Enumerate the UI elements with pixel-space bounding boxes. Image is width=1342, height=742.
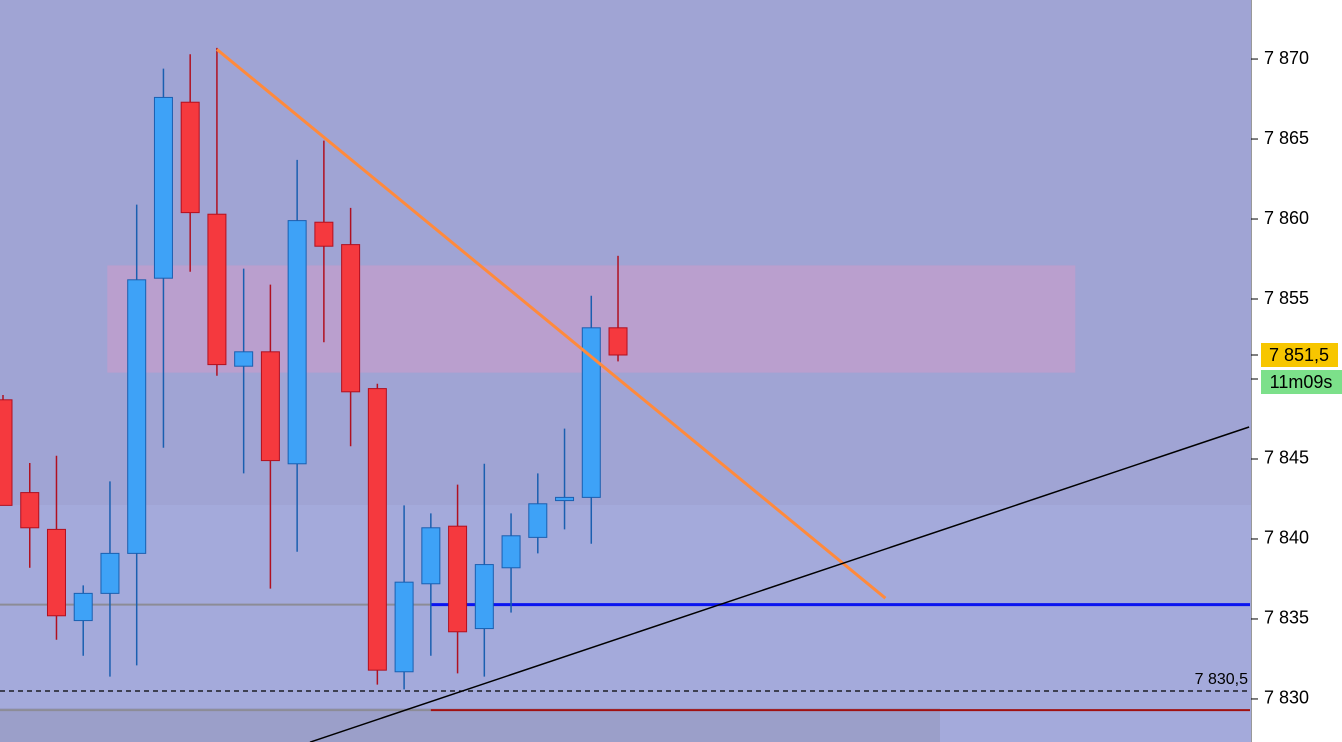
- candle-body: [127, 279, 147, 554]
- level-label: 7 830,5: [1195, 671, 1248, 688]
- timer-box: [1261, 370, 1342, 395]
- candle-body: [394, 581, 414, 673]
- candle-body: [234, 351, 254, 367]
- candle-body: [0, 399, 13, 506]
- candle-body: [555, 496, 575, 502]
- candle-body: [180, 101, 200, 214]
- candle-body: [73, 592, 93, 622]
- candle-body: [46, 528, 66, 617]
- candle-body: [448, 525, 468, 633]
- last-price-box: [1261, 343, 1338, 368]
- y-tick-label: 7 835: [1264, 608, 1309, 628]
- y-tick-label: 7 865: [1264, 128, 1309, 148]
- candle-body: [501, 535, 521, 569]
- candle-body: [287, 220, 307, 465]
- candle-body: [421, 527, 441, 585]
- plot-background: [0, 0, 1251, 505]
- trendline: [215, 48, 887, 600]
- candle-body: [581, 327, 601, 498]
- last-price-label: 7 851,5: [1269, 345, 1329, 365]
- plot-background-lower: [0, 505, 1251, 742]
- shade-box: [0, 708, 940, 742]
- y-tick-label: 7 855: [1264, 288, 1309, 308]
- candle-body: [20, 492, 40, 529]
- candle-body: [528, 503, 548, 538]
- y-tick-label: 7 840: [1264, 528, 1309, 548]
- candle-body: [153, 96, 173, 279]
- trendline: [309, 426, 1250, 742]
- candle-body: [260, 351, 280, 462]
- y-tick-label: 7 845: [1264, 448, 1309, 468]
- candle-body: [314, 221, 334, 247]
- y-tick-label: 7 830: [1264, 688, 1309, 708]
- candle-body: [474, 564, 494, 630]
- y-tick-label: 7 860: [1264, 208, 1309, 228]
- candle-body: [207, 213, 227, 366]
- candle-body: [608, 327, 628, 356]
- candle-body: [341, 244, 361, 393]
- y-tick-label: 7 870: [1264, 48, 1309, 68]
- candle-body: [367, 388, 387, 671]
- timer-label: 11m09s: [1270, 372, 1333, 392]
- candle-body: [100, 552, 120, 594]
